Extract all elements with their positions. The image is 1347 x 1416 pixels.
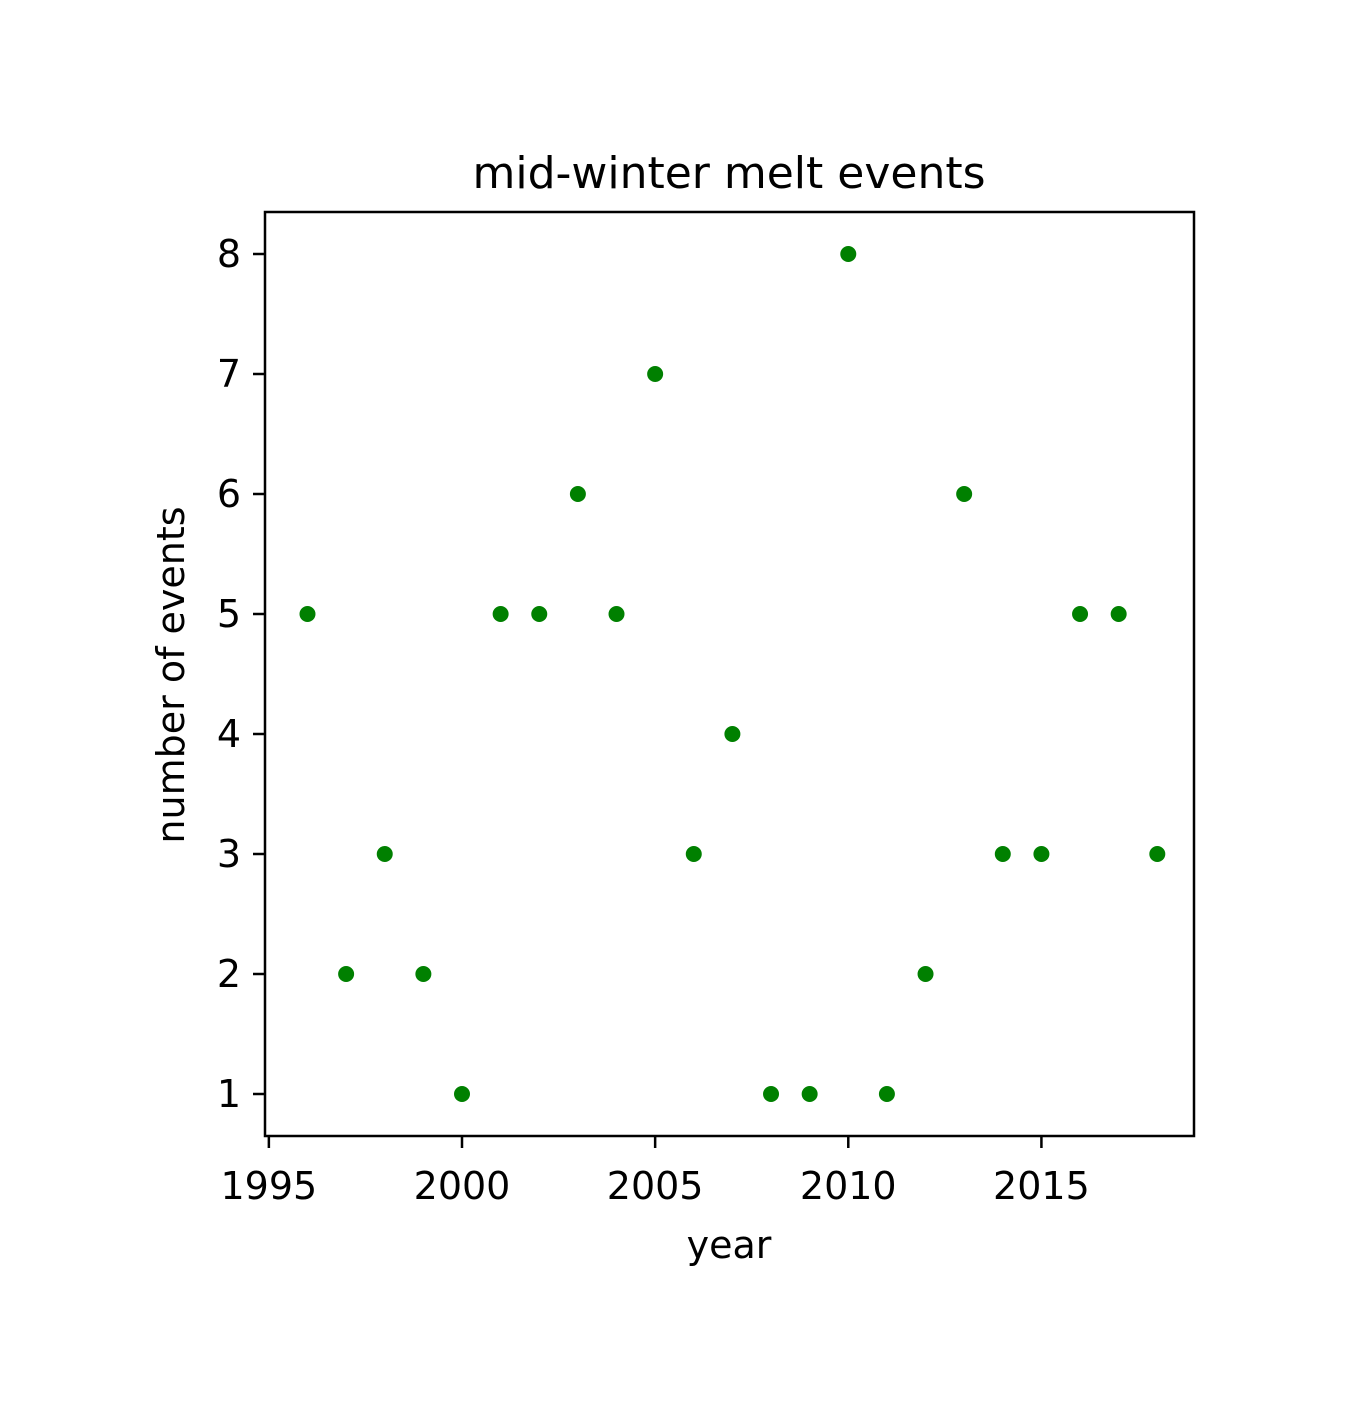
y-tick-label: 5 bbox=[217, 592, 241, 636]
y-tick-label: 6 bbox=[217, 472, 241, 516]
x-tick-label: 2000 bbox=[414, 1164, 511, 1208]
data-point bbox=[1072, 606, 1089, 622]
data-point bbox=[531, 606, 548, 622]
data-point bbox=[299, 606, 316, 622]
data-point bbox=[763, 1086, 780, 1102]
data-point bbox=[647, 366, 664, 382]
data-point bbox=[685, 846, 702, 862]
data-point bbox=[1149, 846, 1166, 862]
chart-title: mid-winter melt events bbox=[472, 148, 985, 199]
data-point bbox=[415, 966, 432, 982]
data-point bbox=[724, 726, 741, 742]
data-point bbox=[878, 1086, 895, 1102]
data-point bbox=[956, 486, 973, 502]
data-point bbox=[917, 966, 934, 982]
data-point bbox=[569, 486, 586, 502]
x-axis-label: year bbox=[687, 1223, 772, 1267]
data-point bbox=[1033, 846, 1050, 862]
data-point bbox=[1110, 606, 1127, 622]
data-point bbox=[840, 246, 857, 262]
x-tick-label: 1995 bbox=[221, 1164, 318, 1208]
y-tick-label: 2 bbox=[217, 952, 241, 996]
x-tick-label: 2010 bbox=[800, 1164, 897, 1208]
data-point bbox=[801, 1086, 818, 1102]
data-point bbox=[454, 1086, 471, 1102]
x-tick-label: 2005 bbox=[607, 1164, 704, 1208]
x-tick-label: 2015 bbox=[993, 1164, 1090, 1208]
data-point bbox=[338, 966, 355, 982]
y-tick-label: 3 bbox=[217, 832, 241, 876]
data-point bbox=[608, 606, 625, 622]
y-tick-label: 1 bbox=[217, 1072, 241, 1116]
y-tick-label: 4 bbox=[217, 712, 241, 756]
data-point bbox=[492, 606, 509, 622]
x-axis: 1995 2000 2005 2010 2015 bbox=[221, 1136, 1090, 1208]
data-points bbox=[299, 246, 1166, 1102]
data-point bbox=[994, 846, 1011, 862]
data-point bbox=[376, 846, 393, 862]
y-axis-label: number of events bbox=[149, 506, 193, 843]
plot-frame bbox=[263, 210, 1196, 1138]
y-tick-label: 8 bbox=[217, 232, 241, 276]
y-tick-label: 7 bbox=[217, 352, 241, 396]
y-axis: 1 2 3 4 5 6 7 8 bbox=[217, 232, 265, 1116]
